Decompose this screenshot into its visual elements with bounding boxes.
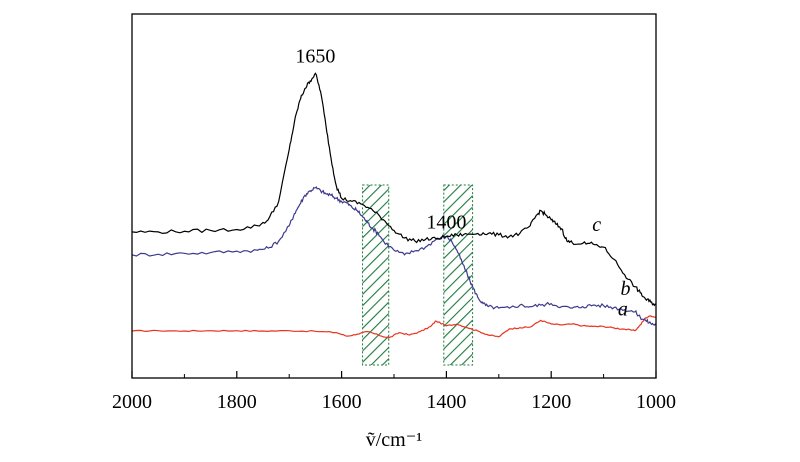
series-label-c: c [592, 214, 601, 236]
series-line-a [131, 315, 657, 339]
x-tick-label: 2000 [112, 391, 152, 413]
x-axis-ticks: 2000 1800 1600 1400 1200 1000 [112, 371, 676, 413]
x-tick-label: 1600 [322, 391, 362, 413]
series-label-b: b [620, 278, 630, 300]
x-tick-label: 1400 [426, 391, 466, 413]
series-label-a: a [618, 299, 628, 321]
series-lines [131, 72, 657, 339]
peak-label-1400: 1400 [426, 211, 466, 233]
x-axis-title: ṽ/cm⁻¹ [366, 429, 423, 451]
hatched-band-1 [362, 184, 390, 366]
x-tick-label: 1200 [531, 391, 571, 413]
x-tick-label: 1800 [217, 391, 257, 413]
series-line-b [131, 186, 657, 326]
series-line-c [131, 72, 657, 307]
peak-label-1650: 1650 [295, 45, 335, 67]
plot-frame [131, 13, 657, 379]
chart-labels: 1650 1400 ab c [295, 45, 630, 320]
x-tick-label: 1000 [636, 391, 676, 413]
